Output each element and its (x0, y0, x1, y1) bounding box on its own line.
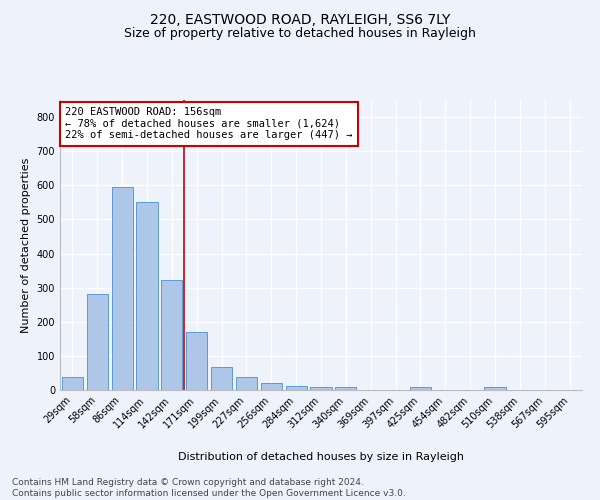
Bar (87, 294, 108, 390)
Text: 220 EASTWOOD ROAD: 156sqm
← 78% of detached houses are smaller (1,624)
22% of se: 220 EASTWOOD ROAD: 156sqm ← 78% of detac… (65, 108, 353, 140)
Bar (410, 388, 431, 390)
Bar (261, 383, 282, 390)
Bar (136, 202, 158, 390)
Bar (310, 388, 332, 390)
Y-axis label: Number of detached properties: Number of detached properties (21, 158, 31, 332)
Bar (62, 378, 83, 390)
Bar (112, 187, 133, 390)
Bar (484, 388, 506, 390)
Text: Contains HM Land Registry data © Crown copyright and database right 2024.
Contai: Contains HM Land Registry data © Crown c… (12, 478, 406, 498)
Bar (161, 280, 182, 390)
Bar (211, 367, 232, 390)
Bar (335, 388, 356, 390)
Bar (236, 378, 257, 390)
Bar (286, 386, 307, 390)
Text: Distribution of detached houses by size in Rayleigh: Distribution of detached houses by size … (178, 452, 464, 462)
Text: Size of property relative to detached houses in Rayleigh: Size of property relative to detached ho… (124, 28, 476, 40)
Bar (186, 332, 207, 390)
Text: 220, EASTWOOD ROAD, RAYLEIGH, SS6 7LY: 220, EASTWOOD ROAD, RAYLEIGH, SS6 7LY (150, 12, 450, 26)
